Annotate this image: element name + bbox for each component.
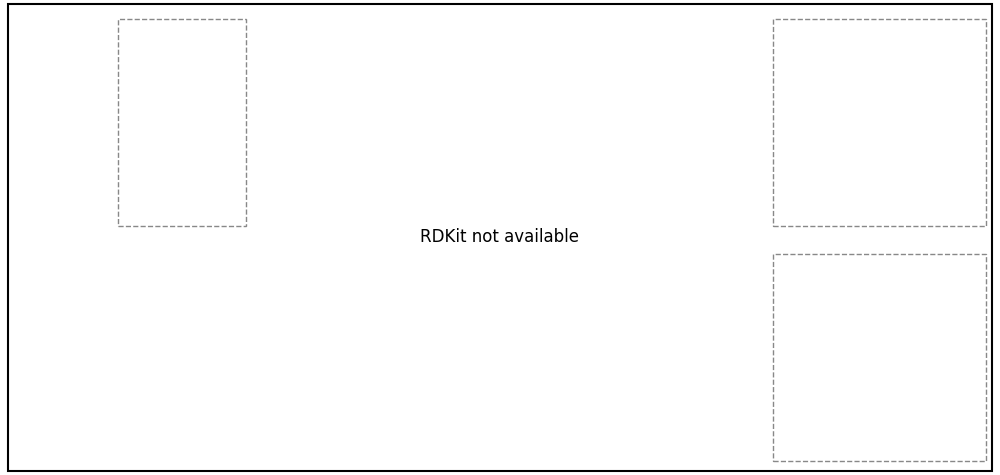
Bar [773, 19, 986, 226]
Bar [773, 254, 986, 461]
Text: RDKit not available: RDKit not available [420, 228, 580, 247]
Bar [118, 19, 246, 226]
